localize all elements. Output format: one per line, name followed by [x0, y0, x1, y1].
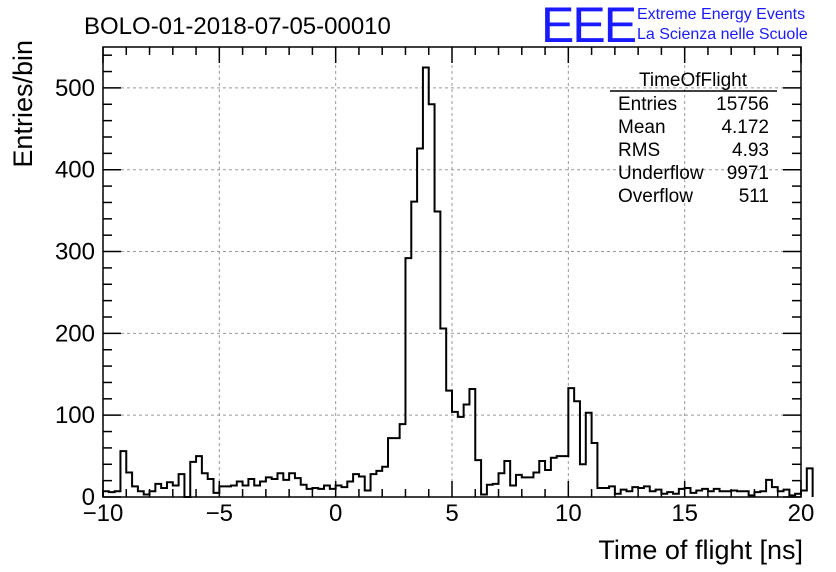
y-tick-label: 500	[55, 75, 95, 102]
stats-value-rms: 4.93	[732, 140, 769, 161]
y-tick-label: 400	[55, 157, 95, 184]
stats-box: TimeOfFlight Entries 15756 Mean 4.172 RM…	[610, 70, 777, 207]
y-axis-label: Entries/bin	[8, 40, 38, 168]
y-tick-label: 300	[55, 239, 95, 266]
histogram-series	[102, 66, 814, 498]
stats-label-rms: RMS	[618, 140, 660, 161]
chart-title: BOLO-01-2018-07-05-00010	[84, 13, 391, 40]
grid-lines	[103, 47, 801, 497]
y-tick-label: 0	[82, 484, 95, 511]
x-tick-label: 15	[671, 500, 698, 527]
y-tick-label: 200	[55, 320, 95, 347]
eee-logo-line1: Extreme Energy Events	[637, 6, 805, 23]
stats-label-mean: Mean	[618, 117, 666, 138]
x-tick-label: −10	[83, 500, 124, 527]
eee-logo-line2: La Scienza nelle Scuole	[637, 26, 808, 43]
stats-value-overflow: 511	[739, 186, 769, 207]
x-tick-label: −5	[206, 500, 233, 527]
stats-label-overflow: Overflow	[618, 186, 693, 207]
stats-value-underflow: 9971	[727, 163, 769, 184]
x-tick-label: 10	[555, 500, 582, 527]
x-tick-label: 0	[329, 500, 342, 527]
stats-value-entries: 15756	[716, 94, 769, 115]
eee-logo: EEE Extreme Energy Events La Scienza nel…	[541, 0, 808, 53]
eee-logo-mark: EEE	[541, 0, 636, 53]
stats-title: TimeOfFlight	[639, 70, 748, 91]
stats-label-underflow: Underflow	[618, 163, 704, 184]
stats-value-mean: 4.172	[721, 117, 769, 138]
stats-label-entries: Entries	[618, 94, 677, 115]
x-tick-label: 5	[445, 500, 458, 527]
y-tick-label: 100	[55, 402, 95, 429]
x-axis-label: Time of flight [ns]	[598, 535, 803, 565]
x-tick-label: 20	[788, 500, 815, 527]
